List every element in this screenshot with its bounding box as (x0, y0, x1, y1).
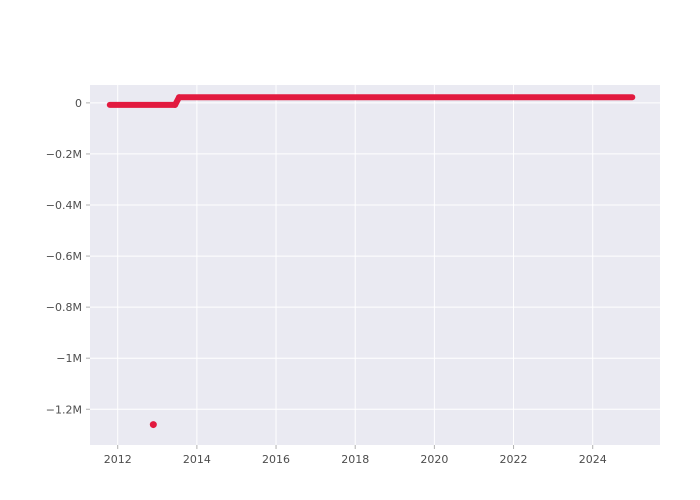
chart-container: 2012 2014 2016 2018 2020 2022 2024 0 −0.2M −0.4M −… (0, 0, 700, 500)
y-tick-label: −0.4M (46, 199, 82, 212)
plot-area (90, 85, 660, 445)
y-tick-label: −1.2M (46, 403, 82, 416)
x-tick-label: 2016 (262, 453, 290, 466)
y-tick-label: 0 (75, 97, 82, 110)
x-tick-label: 2014 (183, 453, 211, 466)
y-tick-label: −0.6M (46, 250, 82, 263)
x-tick-label: 2018 (341, 453, 369, 466)
x-tick-label: 2024 (579, 453, 607, 466)
y-tick-label: −0.8M (46, 301, 82, 314)
x-tick-label: 2012 (104, 453, 132, 466)
outlier-point (150, 421, 157, 428)
x-tick-label: 2022 (500, 453, 528, 466)
x-tick-label: 2020 (420, 453, 448, 466)
chart-svg: 2012 2014 2016 2018 2020 2022 2024 0 −0.2M −0.4M −… (0, 0, 700, 500)
y-tick-label: −1M (56, 352, 82, 365)
y-tick-label: −0.2M (46, 148, 82, 161)
